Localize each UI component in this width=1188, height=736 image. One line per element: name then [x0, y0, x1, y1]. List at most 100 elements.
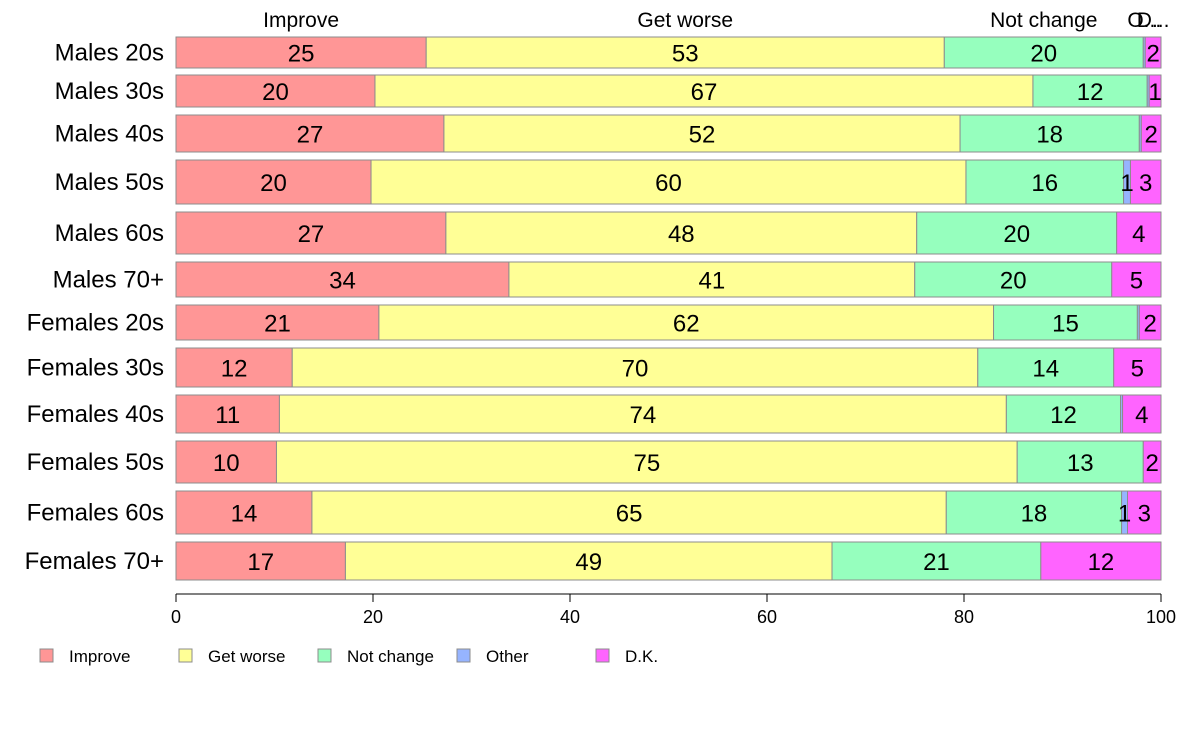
legend-item: Not change: [317, 647, 434, 666]
bar-segment: [508, 261, 916, 298]
bar-segment: [916, 211, 1118, 255]
category-labels: Males 20s Males 30s Males 40s Males 50s Male…: [25, 40, 164, 576]
legend-item: Improve: [39, 647, 130, 666]
legend-swatch: [595, 648, 610, 663]
data-label: 21: [264, 311, 291, 338]
data-label: 5: [1131, 356, 1144, 383]
bar-segment: [278, 394, 1007, 434]
data-label: 2: [1145, 450, 1158, 477]
bar-segment: [1040, 541, 1162, 581]
data-label: 20: [262, 79, 289, 106]
data-label: 10: [213, 450, 240, 477]
bar-segment: [1116, 211, 1162, 255]
bar-segment: [831, 541, 1042, 581]
legend-item: Get worse: [178, 647, 285, 666]
data-label: 1: [1118, 501, 1131, 528]
data-label: 53: [672, 41, 699, 68]
bar-segment: [311, 490, 947, 535]
bar-segment: [175, 394, 280, 434]
data-label: 49: [575, 549, 602, 576]
data-label: 2: [1143, 311, 1156, 338]
data-label: 14: [231, 501, 258, 528]
legend-item: D.K.: [595, 647, 658, 666]
bar-segment: [175, 114, 445, 153]
legend-swatch: [39, 648, 54, 663]
data-label: 12: [221, 356, 248, 383]
category-label: Females 50s: [27, 449, 164, 476]
data-label: 34: [329, 268, 356, 295]
category-label: Males 20s: [55, 40, 164, 67]
bar-segment: [374, 74, 1034, 108]
bar-segment: [965, 159, 1125, 205]
data-label: 20: [260, 170, 287, 197]
data-label: 14: [1032, 356, 1059, 383]
bar-segment: [175, 159, 372, 205]
category-label: Males 50s: [55, 169, 164, 196]
bar-segment: [425, 36, 945, 69]
bar-segment: [1138, 304, 1162, 341]
bar-segment: [977, 347, 1115, 388]
data-label: 15: [1052, 311, 1079, 338]
x-tick-label: 100: [1146, 607, 1176, 627]
data-label: 11: [215, 402, 240, 429]
data-label: 4: [1132, 221, 1145, 248]
data-label: 65: [616, 501, 643, 528]
bar-segment: [370, 159, 967, 205]
category-label: Females 20s: [27, 310, 164, 337]
data-label: 27: [297, 122, 324, 149]
bar-segment: [945, 490, 1123, 535]
top-series-label: O...: [1127, 9, 1161, 32]
bar-segment: [1016, 440, 1144, 484]
bar-segment: [1142, 440, 1162, 484]
data-label: 74: [630, 402, 657, 429]
data-label: 16: [1031, 170, 1058, 197]
legend-label: Not change: [347, 647, 434, 666]
bar-segment: [175, 347, 293, 388]
value-labels: 25 53 20 220 67 12 127 52 18 220 60 16 1 327 48 20 434 41…: [213, 41, 1162, 577]
category-label: Females 40s: [27, 401, 164, 428]
category-label: Males 40s: [55, 121, 164, 148]
data-label: 12: [1050, 402, 1077, 429]
top-series-label: Not change: [990, 9, 1097, 32]
data-label: 25: [288, 41, 315, 68]
data-label: 62: [673, 311, 700, 338]
top-series-labels: Improve Get worse Not change O...D...: [263, 9, 1169, 32]
data-label: 21: [923, 549, 950, 576]
bar-segment: [1032, 74, 1148, 108]
x-tick-label: 20: [363, 607, 383, 627]
bar-segment: [445, 211, 918, 255]
data-label: 41: [698, 268, 725, 295]
top-series-label: Improve: [263, 9, 339, 32]
data-label: 48: [668, 221, 695, 248]
x-tick-label: 80: [954, 607, 974, 627]
category-label: Females 70+: [25, 548, 164, 575]
bar-segment: [275, 440, 1018, 484]
data-label: 20: [1003, 221, 1030, 248]
legend-swatch: [178, 648, 193, 663]
legend-swatch: [317, 648, 332, 663]
x-axis: 0 20 40 60 80 100: [171, 593, 1176, 627]
data-label: 13: [1067, 450, 1094, 477]
bar-segment: [1140, 114, 1162, 153]
data-label: 2: [1144, 122, 1157, 149]
data-label: 3: [1139, 170, 1152, 197]
data-label: 75: [633, 450, 660, 477]
bar-segment: [1127, 490, 1162, 535]
x-tick-label: 0: [171, 607, 181, 627]
x-tick-label: 60: [757, 607, 777, 627]
category-label: Males 30s: [55, 78, 164, 105]
bar-segment: [175, 211, 447, 255]
legend-label: D.K.: [625, 647, 658, 666]
data-label: 12: [1077, 79, 1104, 106]
bar-segment: [344, 541, 833, 581]
data-label: 1: [1148, 79, 1161, 106]
bar-segment: [1144, 36, 1162, 69]
data-label: 5: [1130, 268, 1143, 295]
bar-segment: [1111, 261, 1162, 298]
bar-segment: [1129, 159, 1162, 205]
legend-item: Other: [456, 647, 529, 666]
data-label: 17: [247, 549, 274, 576]
bar-segment: [959, 114, 1140, 153]
category-label: Males 70+: [53, 267, 164, 294]
bars: [175, 36, 1162, 581]
